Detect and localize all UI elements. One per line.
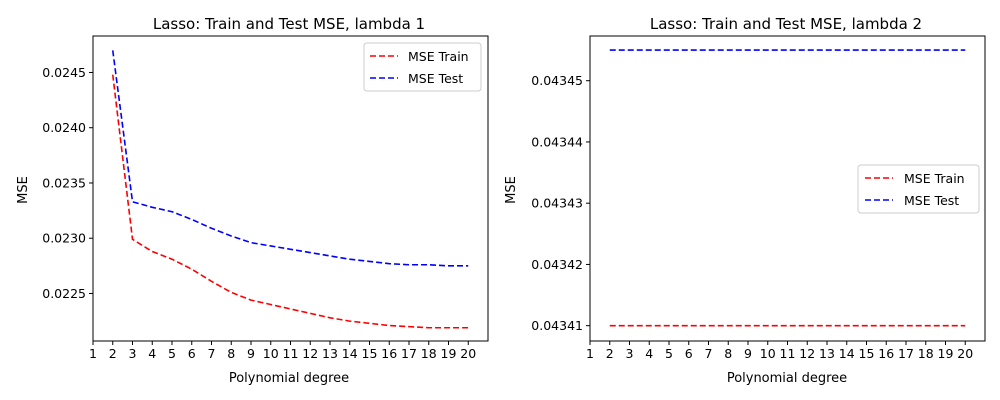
x-tick-label: 16 xyxy=(381,346,397,361)
y-tick-label: 0.04345 xyxy=(531,73,583,88)
x-tick-label: 4 xyxy=(148,346,156,361)
legend-label-train: MSE Train xyxy=(904,171,965,186)
series-line-mse-test xyxy=(111,50,469,267)
legend-label-test: MSE Test xyxy=(904,193,959,208)
x-tick-label: 20 xyxy=(460,346,476,361)
x-tick-label: 11 xyxy=(283,346,299,361)
x-tick-label: 20 xyxy=(957,346,973,361)
y-tick-label: 0.04342 xyxy=(531,257,583,272)
x-tick-label: 16 xyxy=(878,346,894,361)
x-tick-label: 10 xyxy=(263,346,279,361)
x-tick-label: 14 xyxy=(839,346,855,361)
x-tick-label: 9 xyxy=(247,346,255,361)
x-tick-label: 14 xyxy=(342,346,358,361)
x-tick-label: 12 xyxy=(302,346,318,361)
legend: MSE Train MSE Test xyxy=(857,164,980,214)
y-tick-label: 0.0225 xyxy=(42,286,86,301)
series-layer xyxy=(609,49,966,327)
y-tick-label: 0.04344 xyxy=(531,134,583,149)
x-tick-label: 6 xyxy=(188,346,196,361)
y-tick-label: 0.04343 xyxy=(531,196,583,211)
x-tick-label: 5 xyxy=(168,346,176,361)
x-tick-label: 17 xyxy=(401,346,417,361)
x-tick-label: 18 xyxy=(918,346,934,361)
x-tick-label: 2 xyxy=(606,346,614,361)
plot-area xyxy=(92,35,489,342)
x-tick-label: 11 xyxy=(780,346,796,361)
y-tick-label: 0.0245 xyxy=(42,65,86,80)
y-tick-label: 0.0235 xyxy=(42,175,86,190)
x-tick-label: 3 xyxy=(626,346,634,361)
y-tick-label: 0.0230 xyxy=(42,231,86,246)
legend-box xyxy=(363,42,482,92)
y-axis-label: MSE xyxy=(16,176,31,204)
x-tick-label: 19 xyxy=(441,346,457,361)
tick-layer: 1 2 3 4 5 6 7 8 9 10 11 12 13 14 15 16 17 18 19 200.02250.0… xyxy=(42,65,476,361)
x-tick-label: 2 xyxy=(109,346,117,361)
x-tick-label: 18 xyxy=(421,346,437,361)
legend-label-test: MSE Test xyxy=(408,71,463,86)
x-axis-label: Polynomial degree xyxy=(229,371,349,386)
x-tick-label: 8 xyxy=(227,346,235,361)
x-tick-label: 7 xyxy=(705,346,713,361)
x-tick-label: 4 xyxy=(645,346,653,361)
legend-label-train: MSE Train xyxy=(408,49,469,64)
x-tick-label: 3 xyxy=(129,346,137,361)
y-tick-label: 0.0240 xyxy=(42,120,86,135)
chart-title: Lasso: Train and Test MSE, lambda 1 xyxy=(153,15,425,33)
x-axis-label: Polynomial degree xyxy=(727,371,847,386)
x-tick-label: 8 xyxy=(724,346,732,361)
x-tick-label: 15 xyxy=(859,346,875,361)
x-tick-label: 17 xyxy=(898,346,914,361)
series-line-mse-train xyxy=(111,74,469,329)
x-tick-label: 15 xyxy=(362,346,378,361)
x-tick-label: 13 xyxy=(322,346,338,361)
series-layer xyxy=(111,50,469,329)
x-tick-label: 1 xyxy=(586,346,594,361)
chart-title: Lasso: Train and Test MSE, lambda 2 xyxy=(650,15,922,33)
y-axis-label: MSE xyxy=(504,176,519,204)
tick-layer: 1 2 3 4 5 6 7 8 9 10 11 12 13 14 15 16 17 18 19 200.043410.… xyxy=(531,73,973,361)
x-tick-label: 7 xyxy=(208,346,216,361)
x-tick-label: 5 xyxy=(665,346,673,361)
x-tick-label: 10 xyxy=(760,346,776,361)
x-tick-label: 13 xyxy=(819,346,835,361)
y-tick-label: 0.04341 xyxy=(531,318,583,333)
x-tick-label: 12 xyxy=(799,346,815,361)
x-tick-label: 6 xyxy=(685,346,693,361)
x-tick-label: 1 xyxy=(89,346,97,361)
legend-box xyxy=(857,164,980,214)
legend: MSE Train MSE Test xyxy=(363,42,482,92)
x-tick-label: 9 xyxy=(744,346,752,361)
x-tick-label: 19 xyxy=(938,346,954,361)
plot-area xyxy=(589,35,986,342)
